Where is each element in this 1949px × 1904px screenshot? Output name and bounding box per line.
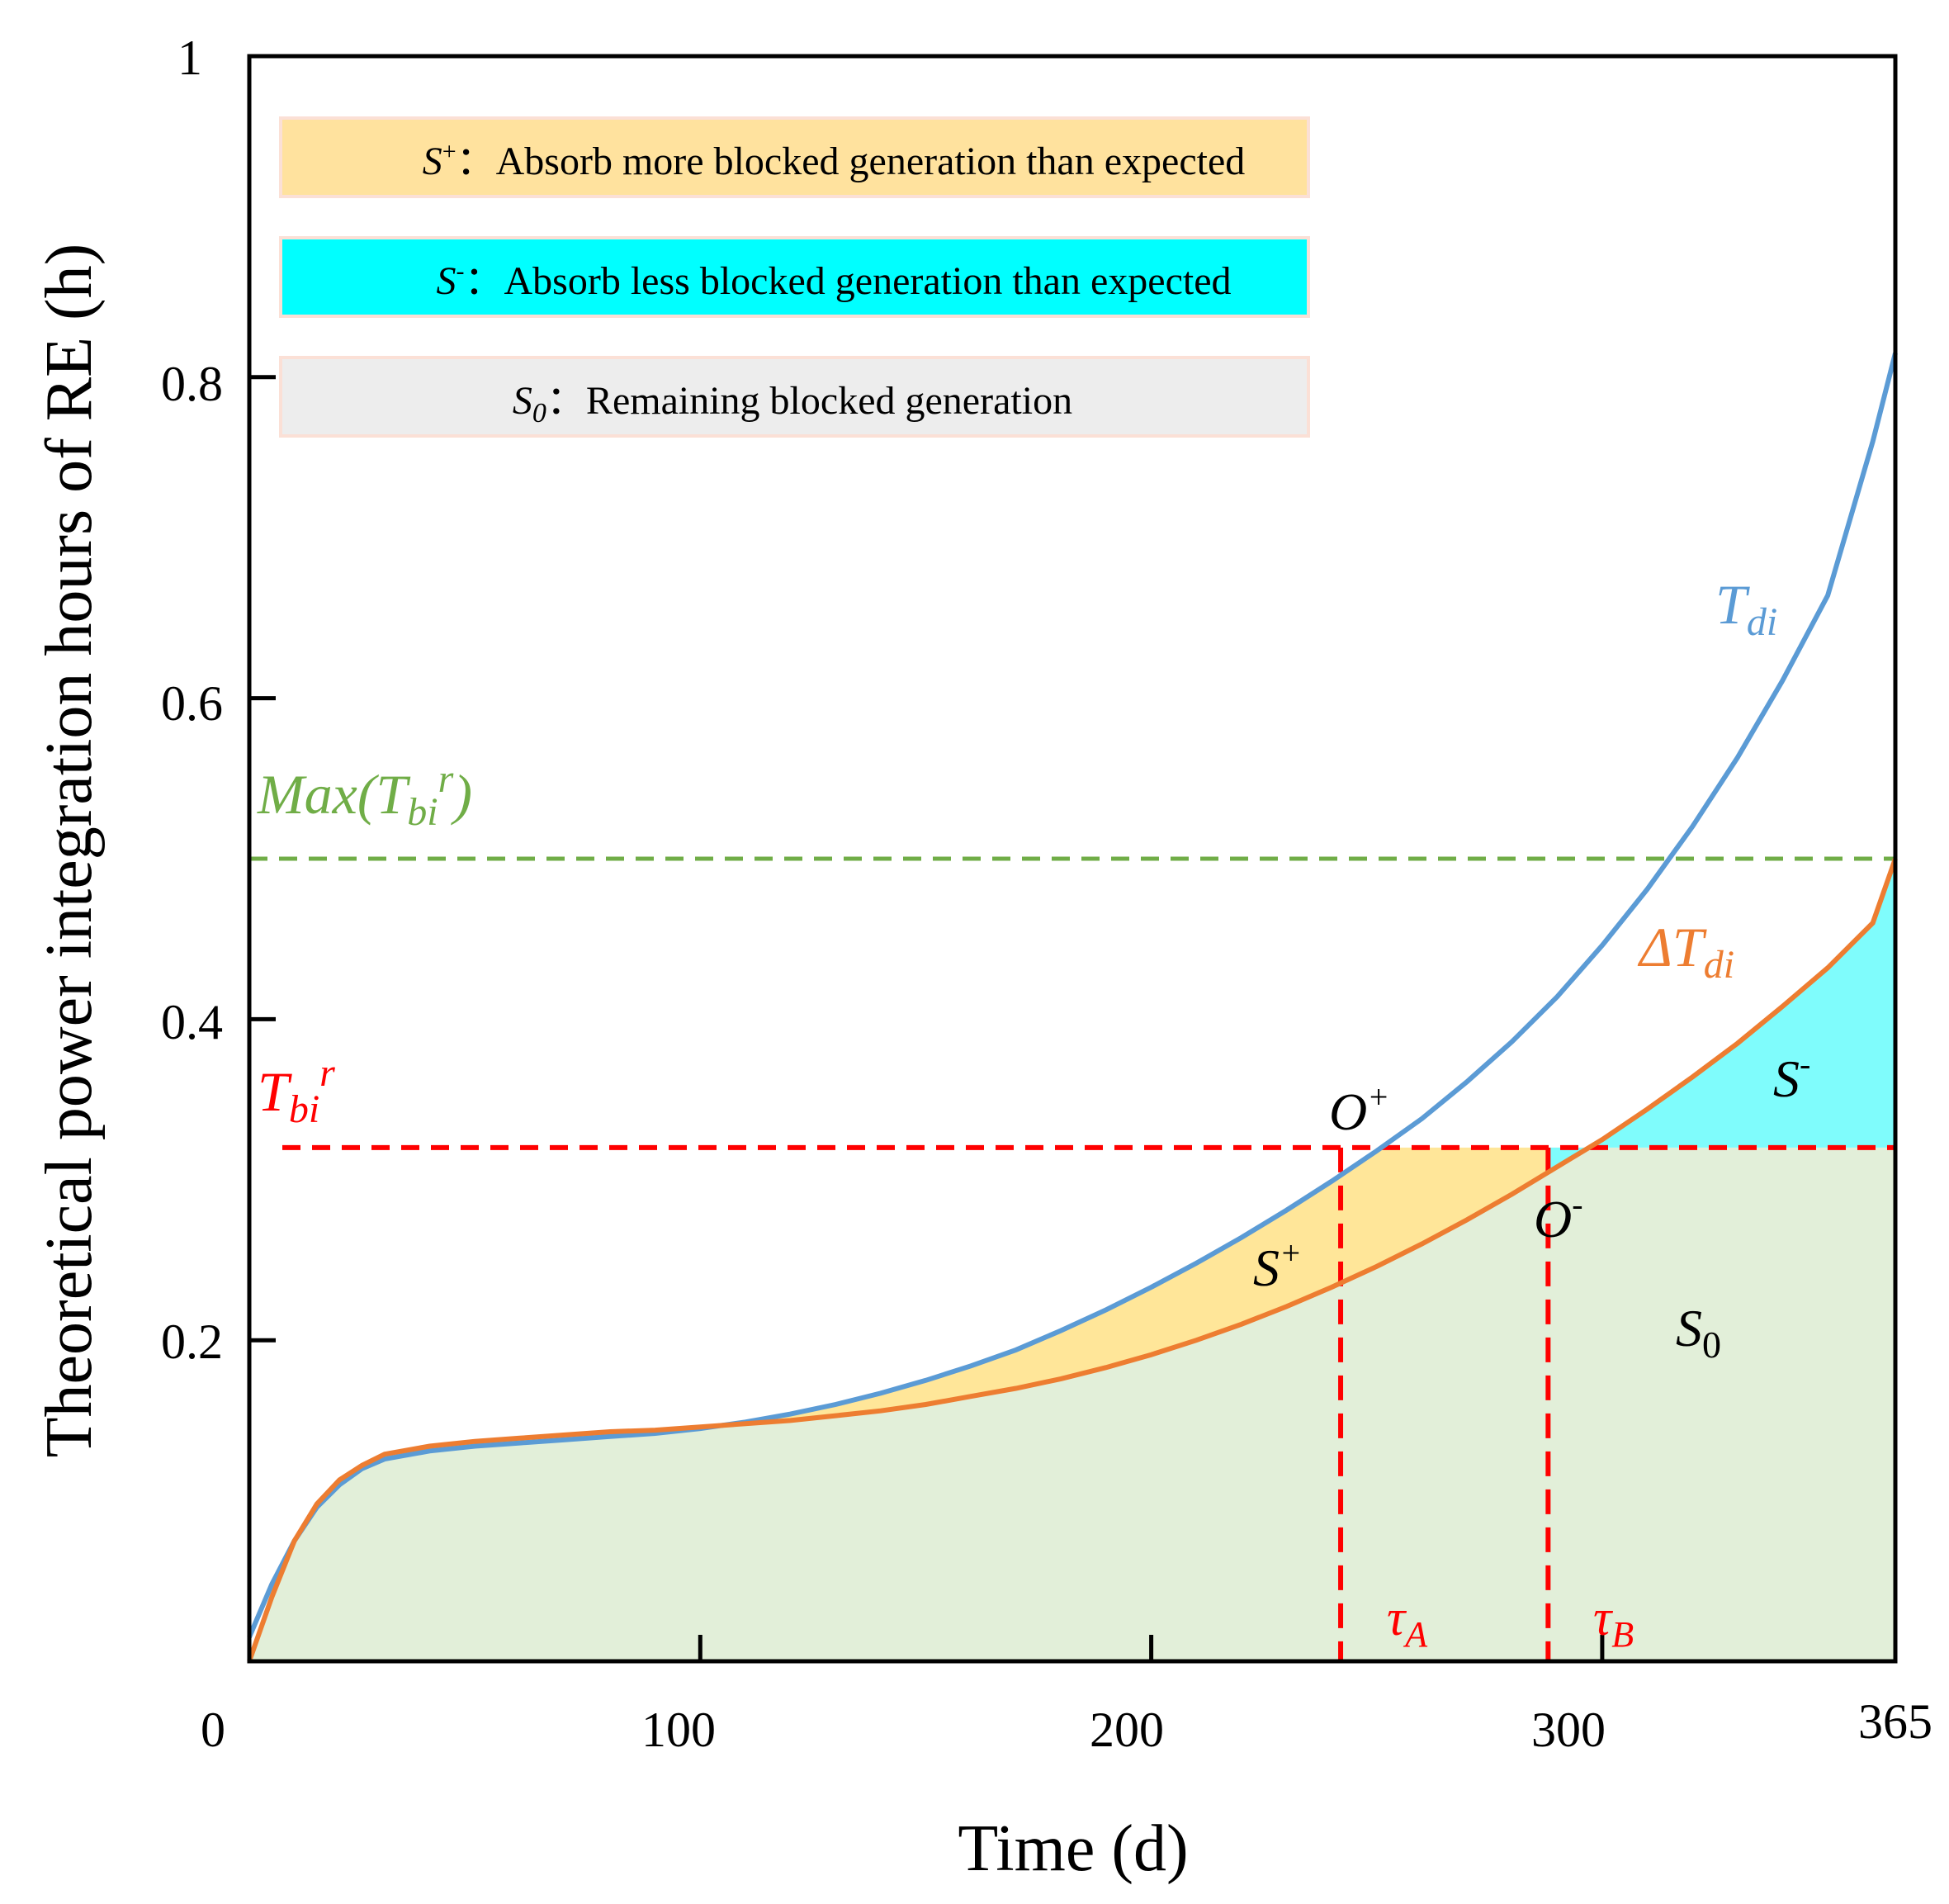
s-plus-label: S+ [1253,1234,1302,1297]
x-tick-label: 100 [641,1703,716,1757]
legend-symbol: S [423,140,442,183]
tbr-label: Tbir [258,1051,335,1131]
axis-ticks [247,54,1898,1661]
series-line-tdi [247,352,1898,1638]
x-tick-label: 365 [1858,1694,1932,1749]
legend-symbol: S [436,259,456,303]
o-plus-label: O+ [1329,1078,1389,1141]
tau-a-label: τA [1387,1590,1428,1655]
region-s-plus [745,1147,1549,1424]
max-tbr-label: Max(Tbir) [257,757,472,834]
legend: S+：Absorb more blocked generation than e… [279,116,1310,438]
y-tick-label: 0.2 [161,1314,223,1369]
x-tick-label: 0 [201,1703,225,1757]
legend-symbol-sub: 0 [532,398,546,429]
svg-text:S+：Absorb more blocked generat: S+：Absorb more blocked generation than e… [423,138,1246,183]
x-tick-labels: 0 100 200 300 365 [201,1694,1932,1757]
legend-separator: ： [546,379,586,423]
s-minus-label: S- [1773,1045,1810,1108]
legend-swatch-s0 [279,356,1310,438]
s0-label: S0 [1676,1299,1721,1366]
legend-symbol-sup: + [442,138,457,165]
y-tick-label: 0.4 [161,995,223,1049]
delta-tdi-label: ΔTdi [1637,916,1734,987]
plot-frame [247,54,1898,1664]
legend-label: Absorb less blocked generation than expe… [504,259,1231,303]
x-tick-label: 300 [1531,1703,1606,1757]
legend-separator: ： [457,140,496,183]
legend-label: Absorb more blocked generation than expe… [496,140,1246,183]
svg-text:S-：Absorb less blocked generat: S-：Absorb less blocked generation than e… [436,258,1231,303]
x-axis-title: Time (d) [958,1812,1188,1885]
legend-swatch-s-plus [279,116,1310,198]
legend-symbol: S [513,379,532,423]
legend-item-s-plus: S+：Absorb more blocked generation than e… [279,116,1310,198]
legend-swatch-s-minus [279,236,1310,318]
y-tick-label: 0.8 [161,357,223,411]
series-line-delta-tdi [247,858,1898,1662]
legend-item-s0: S0：Remaining blocked generation [279,356,1310,438]
legend-symbol-sup: - [456,258,464,285]
shaded-regions [249,859,1895,1661]
svg-text:S0：Remaining blocked generatio: S0：Remaining blocked generation [513,379,1072,429]
legend-item-s-minus: S-：Absorb less blocked generation than e… [279,236,1310,318]
y-tick-label: 0.6 [161,676,223,731]
y-tick-labels: 0.2 0.4 0.6 0.8 1 [161,31,223,1369]
legend-label: Remaining blocked generation [586,379,1072,423]
legend-separator: ： [464,259,504,303]
region-s-minus [1548,859,1895,1172]
region-s0 [249,1147,1895,1661]
y-tick-label: 1 [177,31,202,85]
tdi-label: Tdi [1715,573,1777,644]
tau-b-label: τB [1593,1590,1634,1655]
x-tick-label: 200 [1090,1703,1164,1757]
o-minus-label: O- [1534,1186,1583,1248]
y-axis-title: Theoretical power integration hours of R… [33,244,106,1458]
